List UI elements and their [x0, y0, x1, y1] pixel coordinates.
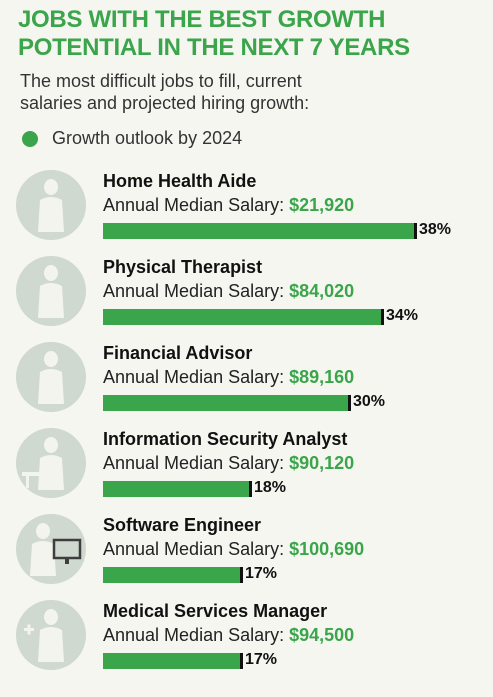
chart-subtitle: The most difficult jobs to fill, current…: [20, 70, 480, 114]
salary-line: Annual Median Salary: $21,920: [103, 194, 354, 216]
person-at-computer-icon: [16, 514, 86, 584]
salary-line: Annual Median Salary: $100,690: [103, 538, 364, 560]
salary-line: Annual Median Salary: $84,020: [103, 280, 354, 302]
legend: Growth outlook by 2024: [22, 128, 242, 149]
category-label: Financial Advisor: [103, 343, 253, 363]
bar: [103, 567, 243, 583]
salary-value: $94,500: [289, 625, 355, 645]
chart-row: Medical Services Manager Annual Median Sa…: [0, 600, 493, 690]
value-label: 38%: [419, 221, 452, 238]
category-label: Medical Services Manager: [103, 601, 328, 621]
chart-title-line-2: POTENTIAL IN THE NEXT 7 YEARS: [18, 34, 410, 61]
chart-subtitle-line-1: The most difficult jobs to fill, current: [20, 71, 302, 91]
salary-prefix: Annual Median Salary:: [103, 453, 290, 473]
salary-value: $100,690: [289, 539, 365, 559]
person-at-desk-icon: [16, 428, 86, 498]
bar: [103, 395, 351, 411]
chart-title: JOBS WITH THE BEST GROWTH POTENTIAL IN T…: [18, 6, 488, 62]
bar: [103, 309, 384, 325]
medical-person-icon: [16, 600, 86, 670]
salary-value: $84,020: [289, 281, 355, 301]
salary-value: $90,120: [289, 453, 355, 473]
chart-subtitle-line-2: salaries and projected hiring growth:: [20, 93, 310, 113]
person-icon: [16, 342, 86, 412]
salary-line: Annual Median Salary: $89,160: [103, 366, 354, 388]
value-label: 30%: [353, 393, 386, 410]
category-label: Physical Therapist: [103, 257, 263, 277]
salary-value: $21,920: [289, 195, 355, 215]
salary-prefix: Annual Median Salary:: [103, 195, 290, 215]
person-icon: [16, 256, 86, 326]
person-icon: [16, 170, 86, 240]
chart-row: Home Health Aide Annual Median Salary: $2…: [0, 170, 493, 260]
chart-row: Software Engineer Annual Median Salary: $…: [0, 514, 493, 604]
salary-value: $89,160: [289, 367, 355, 387]
legend-label: Growth outlook by 2024: [52, 128, 243, 148]
value-label: 17%: [245, 651, 278, 668]
value-label: 18%: [254, 479, 287, 496]
value-label: 34%: [386, 307, 419, 324]
bar: [103, 653, 243, 669]
category-label: Software Engineer: [103, 515, 262, 535]
chart-row: Information Security Analyst Annual Media…: [0, 428, 493, 518]
chart-row: Physical Therapist Annual Median Salary: …: [0, 256, 493, 346]
category-label: Information Security Analyst: [103, 429, 348, 449]
category-label: Home Health Aide: [103, 171, 257, 191]
salary-line: Annual Median Salary: $94,500: [103, 624, 354, 646]
chart-title-line-1: JOBS WITH THE BEST GROWTH: [18, 6, 386, 33]
value-label: 17%: [245, 565, 278, 582]
salary-prefix: Annual Median Salary:: [103, 281, 290, 301]
bar: [103, 481, 252, 497]
chart-row: Financial Advisor Annual Median Salary: $…: [0, 342, 493, 432]
salary-prefix: Annual Median Salary:: [103, 367, 290, 387]
bar: [103, 223, 417, 239]
salary-line: Annual Median Salary: $90,120: [103, 452, 354, 474]
salary-prefix: Annual Median Salary:: [103, 625, 290, 645]
legend-dot-icon: [22, 130, 38, 147]
salary-prefix: Annual Median Salary:: [103, 539, 290, 559]
